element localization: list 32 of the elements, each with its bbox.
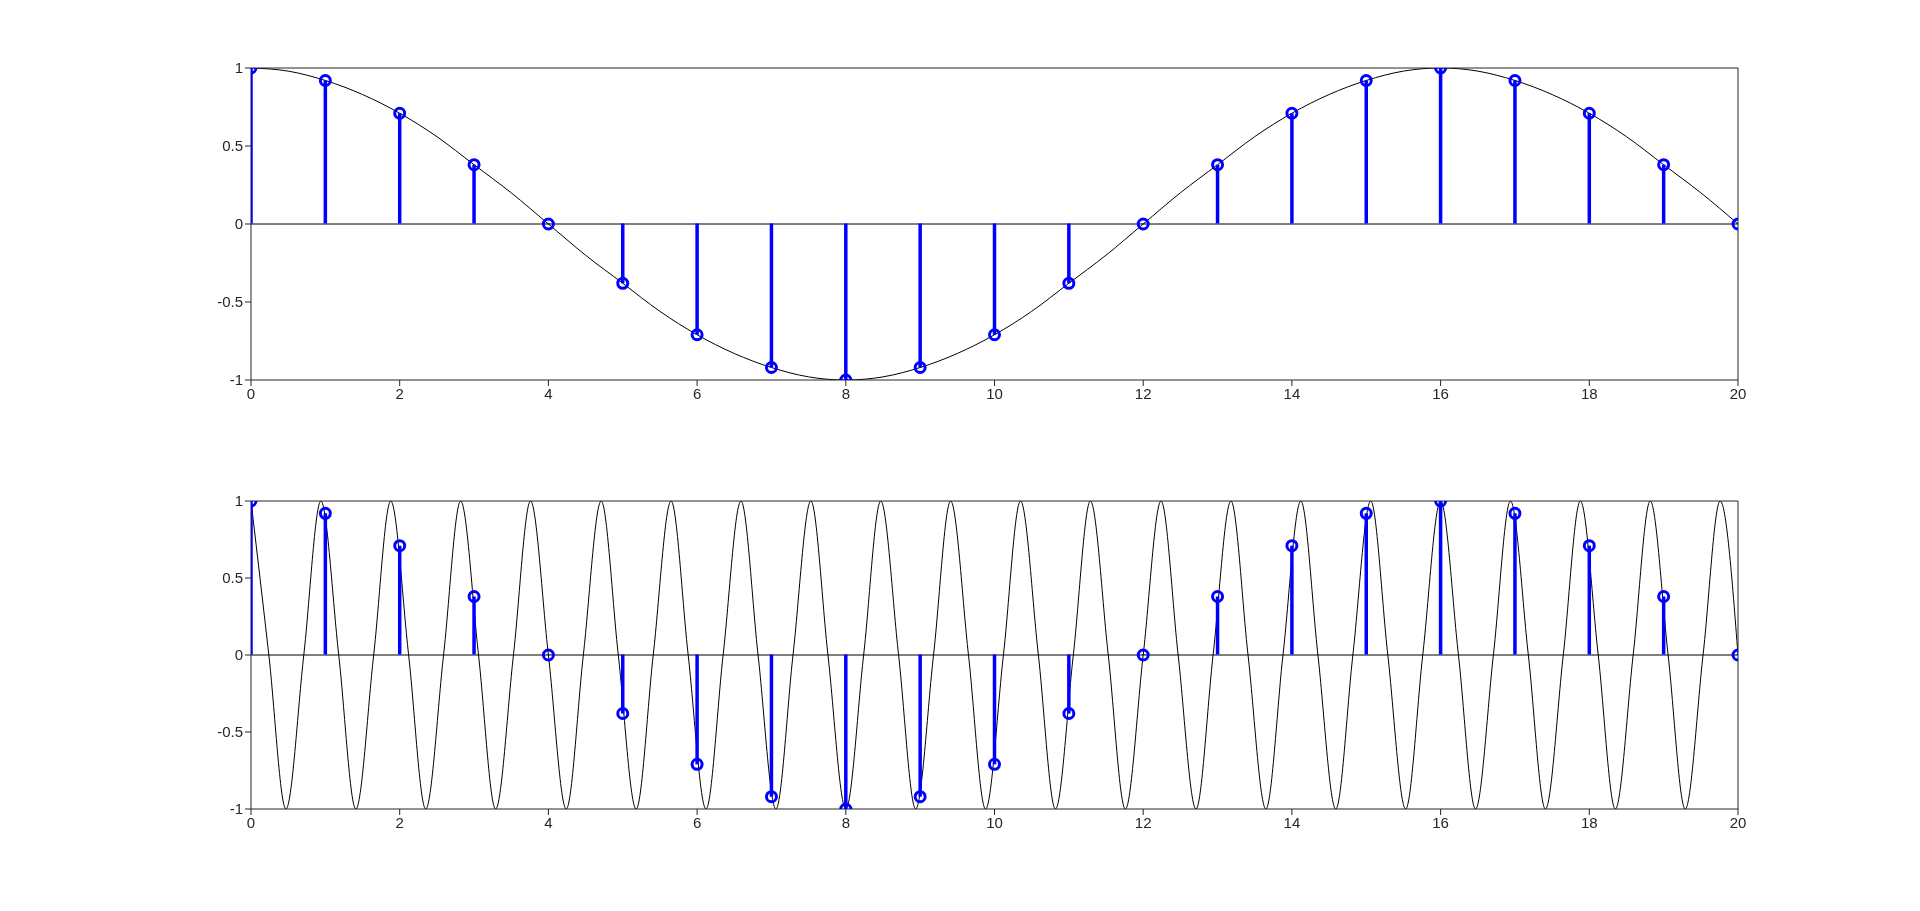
x-tick-label: 8 (841, 384, 850, 402)
y-tick-label: 0 (234, 215, 243, 233)
x-tick-label: 0 (246, 813, 256, 831)
y-tick-label: 1 (234, 492, 243, 510)
y-tick-label: 0.5 (222, 137, 243, 155)
x-tick-label: 2 (395, 384, 404, 402)
x-tick-label: 20 (1729, 384, 1747, 402)
y-tick-label: -0.5 (217, 293, 243, 311)
x-tick-label: 12 (1134, 384, 1152, 402)
x-tick-label: 18 (1580, 813, 1598, 831)
y-tick-label: -0.5 (217, 723, 243, 741)
x-tick-label: 4 (544, 813, 553, 831)
x-tick-label: 16 (1432, 813, 1449, 831)
x-tick-label: 4 (544, 384, 553, 402)
x-tick-label: 0 (246, 384, 256, 402)
x-tick-label: 12 (1134, 813, 1152, 831)
y-tick-label: 0 (234, 646, 243, 664)
x-tick-label: 6 (692, 384, 702, 402)
x-tick-label: 16 (1432, 384, 1449, 402)
x-tick-label: 8 (841, 813, 850, 831)
y-tick-label: -1 (229, 800, 243, 818)
x-tick-label: 2 (395, 813, 404, 831)
x-tick-label: 20 (1729, 813, 1747, 831)
y-tick-label: 1 (234, 59, 243, 77)
x-tick-label: 10 (986, 384, 1003, 402)
x-tick-label: 14 (1283, 384, 1301, 402)
x-tick-label: 18 (1580, 384, 1598, 402)
x-tick-label: 14 (1283, 813, 1301, 831)
x-tick-label: 6 (692, 813, 702, 831)
y-tick-label: -1 (229, 371, 243, 389)
x-tick-label: 10 (986, 813, 1003, 831)
y-tick-label: 0.5 (222, 569, 243, 587)
